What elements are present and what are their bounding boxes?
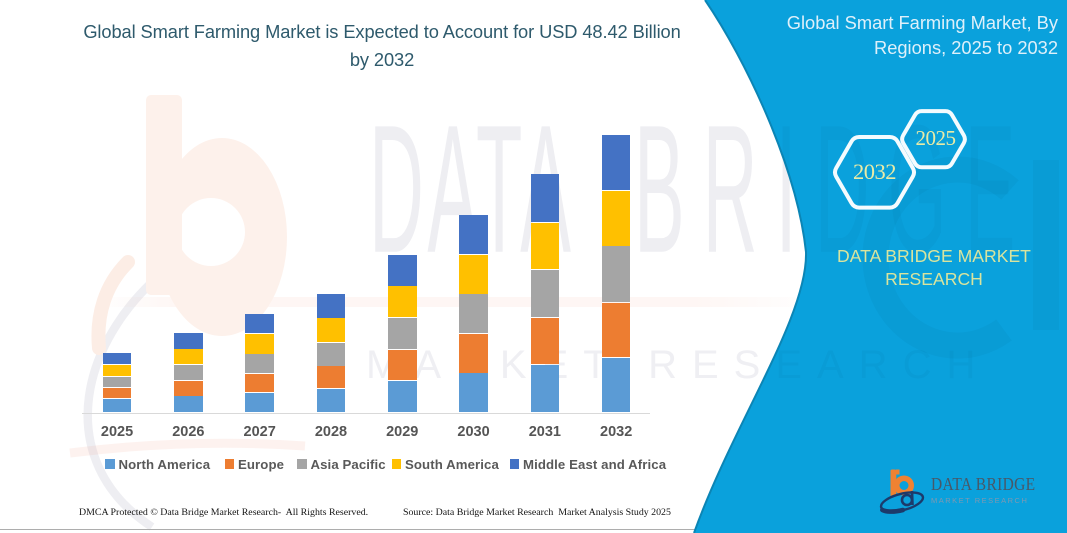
svg-text:DATA: DATA [369,87,574,291]
svg-text:MARKET RESEARCH: MARKET RESEARCH [366,343,990,387]
